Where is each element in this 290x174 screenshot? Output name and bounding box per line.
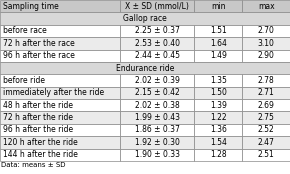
- Bar: [120, 74, 194, 87]
- Bar: [0, 124, 120, 136]
- Text: 1.49: 1.49: [210, 51, 227, 60]
- Bar: [242, 111, 290, 124]
- Bar: [0, 74, 120, 87]
- Text: Endurance ride: Endurance ride: [116, 64, 174, 73]
- Bar: [194, 74, 242, 87]
- Bar: [0, 25, 120, 37]
- Text: max: max: [258, 2, 274, 11]
- Bar: [194, 99, 242, 111]
- Text: 1.86 ± 0.37: 1.86 ± 0.37: [135, 125, 180, 135]
- Bar: [194, 149, 242, 161]
- Text: 1.36: 1.36: [210, 125, 227, 135]
- Text: 96 h after the ride: 96 h after the ride: [3, 125, 73, 135]
- Bar: [194, 50, 242, 62]
- Text: 1.54: 1.54: [210, 138, 227, 147]
- Bar: [120, 0, 194, 12]
- Bar: [242, 149, 290, 161]
- Bar: [194, 87, 242, 99]
- Bar: [194, 37, 242, 50]
- Text: before ride: before ride: [3, 76, 45, 85]
- Text: Gallop race: Gallop race: [123, 14, 167, 23]
- Bar: [0, 136, 120, 149]
- Bar: [0, 62, 290, 74]
- Bar: [194, 111, 242, 124]
- Text: 2.53 ± 0.40: 2.53 ± 0.40: [135, 39, 180, 48]
- Bar: [120, 136, 194, 149]
- Bar: [242, 25, 290, 37]
- Text: 2.69: 2.69: [258, 101, 275, 110]
- Text: 1.28: 1.28: [210, 150, 226, 159]
- Text: min: min: [211, 2, 226, 11]
- Text: 2.70: 2.70: [258, 26, 275, 35]
- Bar: [120, 25, 194, 37]
- Text: Data: means ± SD: Data: means ± SD: [1, 162, 66, 168]
- Text: 72 h after the ride: 72 h after the ride: [3, 113, 73, 122]
- Text: 2.52: 2.52: [258, 125, 274, 135]
- Text: 2.44 ± 0.45: 2.44 ± 0.45: [135, 51, 180, 60]
- Bar: [242, 74, 290, 87]
- Bar: [120, 124, 194, 136]
- Text: immediately after the ride: immediately after the ride: [3, 88, 104, 97]
- Text: Sampling time: Sampling time: [3, 2, 59, 11]
- Text: 96 h after the race: 96 h after the race: [3, 51, 75, 60]
- Text: 1.92 ± 0.30: 1.92 ± 0.30: [135, 138, 180, 147]
- Text: 2.15 ± 0.42: 2.15 ± 0.42: [135, 88, 180, 97]
- Text: 1.39: 1.39: [210, 101, 227, 110]
- Text: 2.47: 2.47: [258, 138, 275, 147]
- Bar: [242, 99, 290, 111]
- Text: 1.90 ± 0.33: 1.90 ± 0.33: [135, 150, 180, 159]
- Text: 48 h after the ride: 48 h after the ride: [3, 101, 73, 110]
- Text: 72 h after the race: 72 h after the race: [3, 39, 75, 48]
- Text: 2.02 ± 0.39: 2.02 ± 0.39: [135, 76, 180, 85]
- Bar: [0, 0, 120, 12]
- Bar: [120, 87, 194, 99]
- Bar: [242, 136, 290, 149]
- Bar: [194, 0, 242, 12]
- Text: 1.64: 1.64: [210, 39, 227, 48]
- Bar: [0, 12, 290, 25]
- Bar: [120, 37, 194, 50]
- Bar: [242, 87, 290, 99]
- Bar: [120, 149, 194, 161]
- Text: 3.10: 3.10: [258, 39, 275, 48]
- Text: before race: before race: [3, 26, 47, 35]
- Text: 144 h after the ride: 144 h after the ride: [3, 150, 78, 159]
- Text: 1.22: 1.22: [210, 113, 226, 122]
- Bar: [0, 111, 120, 124]
- Bar: [194, 25, 242, 37]
- Bar: [242, 37, 290, 50]
- Text: 2.51: 2.51: [258, 150, 274, 159]
- Text: X ± SD (mmol/L): X ± SD (mmol/L): [125, 2, 189, 11]
- Bar: [242, 0, 290, 12]
- Text: 2.90: 2.90: [258, 51, 275, 60]
- Text: 2.71: 2.71: [258, 88, 274, 97]
- Bar: [0, 99, 120, 111]
- Text: 1.50: 1.50: [210, 88, 227, 97]
- Bar: [194, 136, 242, 149]
- Text: 120 h after the ride: 120 h after the ride: [3, 138, 78, 147]
- Text: 1.51: 1.51: [210, 26, 226, 35]
- Bar: [120, 99, 194, 111]
- Text: 2.78: 2.78: [258, 76, 274, 85]
- Bar: [0, 50, 120, 62]
- Bar: [194, 124, 242, 136]
- Bar: [242, 124, 290, 136]
- Text: 2.25 ± 0.37: 2.25 ± 0.37: [135, 26, 180, 35]
- Text: 1.35: 1.35: [210, 76, 227, 85]
- Bar: [120, 50, 194, 62]
- Text: 2.02 ± 0.38: 2.02 ± 0.38: [135, 101, 180, 110]
- Bar: [0, 37, 120, 50]
- Bar: [0, 87, 120, 99]
- Bar: [120, 111, 194, 124]
- Bar: [0, 149, 120, 161]
- Bar: [242, 50, 290, 62]
- Text: 1.99 ± 0.43: 1.99 ± 0.43: [135, 113, 180, 122]
- Text: 2.75: 2.75: [258, 113, 275, 122]
